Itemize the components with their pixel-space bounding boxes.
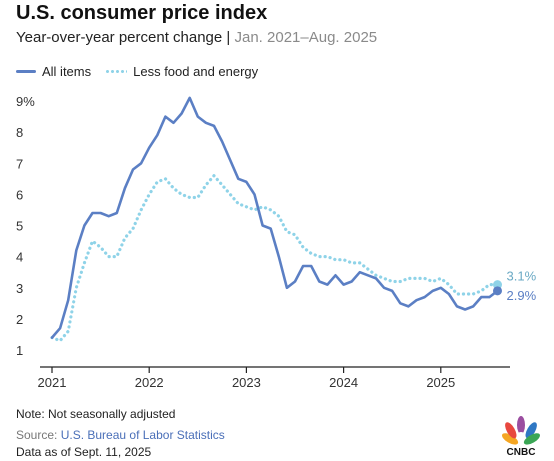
subtitle-separator: | (226, 29, 231, 46)
end-point-less-food-and-energy (493, 280, 502, 290)
x-tick-label: 2021 (38, 375, 67, 390)
legend-item-all-items: All items (16, 64, 91, 79)
y-tick-label: 5 (16, 219, 23, 234)
y-tick-label: 6 (16, 187, 23, 202)
end-label-less-food-and-energy: 3.1% (507, 269, 537, 284)
legend-swatch-solid (16, 70, 36, 73)
chart-title: U.S. consumer price index (16, 2, 268, 24)
legend-swatch-dotted (105, 70, 128, 73)
line-chart: 1 2 3 4 5 6 7 8 9% 2021 2022 2023 2024 2025 3.1% 2.9% (16, 94, 537, 390)
source-label: Source: (16, 428, 58, 442)
y-tick-label: 1 (16, 343, 23, 358)
x-tick-label: 2025 (426, 375, 455, 390)
legend-item-core: Less food and energy (105, 64, 258, 79)
end-label-all-items: 2.9% (507, 288, 537, 303)
legend-label-all-items: All items (42, 64, 92, 79)
y-tick-label: 4 (16, 250, 23, 265)
y-tick-label: 8 (16, 125, 23, 140)
logo-text: CNBC (507, 447, 536, 458)
end-point-all-items (493, 286, 502, 296)
y-tick-label: 2 (16, 312, 23, 327)
source-link[interactable]: U.S. Bureau of Labor Statistics (60, 428, 225, 442)
chart-legend: All items Less food and energy (16, 64, 272, 79)
x-tick-label: 2023 (232, 375, 261, 390)
series-line-less-food-and-energy (50, 174, 500, 343)
series-line-all-items (50, 96, 499, 339)
subtitle-date-range: Jan. 2021–Aug. 2025 (234, 29, 378, 46)
subtitle-measure: Year-over-year percent change (16, 29, 223, 46)
chart-subtitle: Year-over-year percent change | Jan. 202… (16, 29, 377, 46)
footnote: Note: Not seasonally adjusted (16, 407, 176, 421)
y-tick-label: 7 (16, 156, 23, 171)
y-tick-label: 3 (16, 281, 23, 296)
legend-label-core: Less food and energy (133, 64, 259, 79)
x-tick-label: 2022 (135, 375, 164, 390)
y-tick-label: 9% (16, 94, 35, 109)
source-line: Source: U.S. Bureau of Labor Statistics (16, 428, 225, 442)
peacock-icon (502, 416, 540, 445)
data-as-of: Data as of Sept. 11, 2025 (16, 445, 152, 459)
cnbc-logo: CNBC (502, 416, 540, 458)
x-tick-label: 2024 (329, 375, 358, 390)
